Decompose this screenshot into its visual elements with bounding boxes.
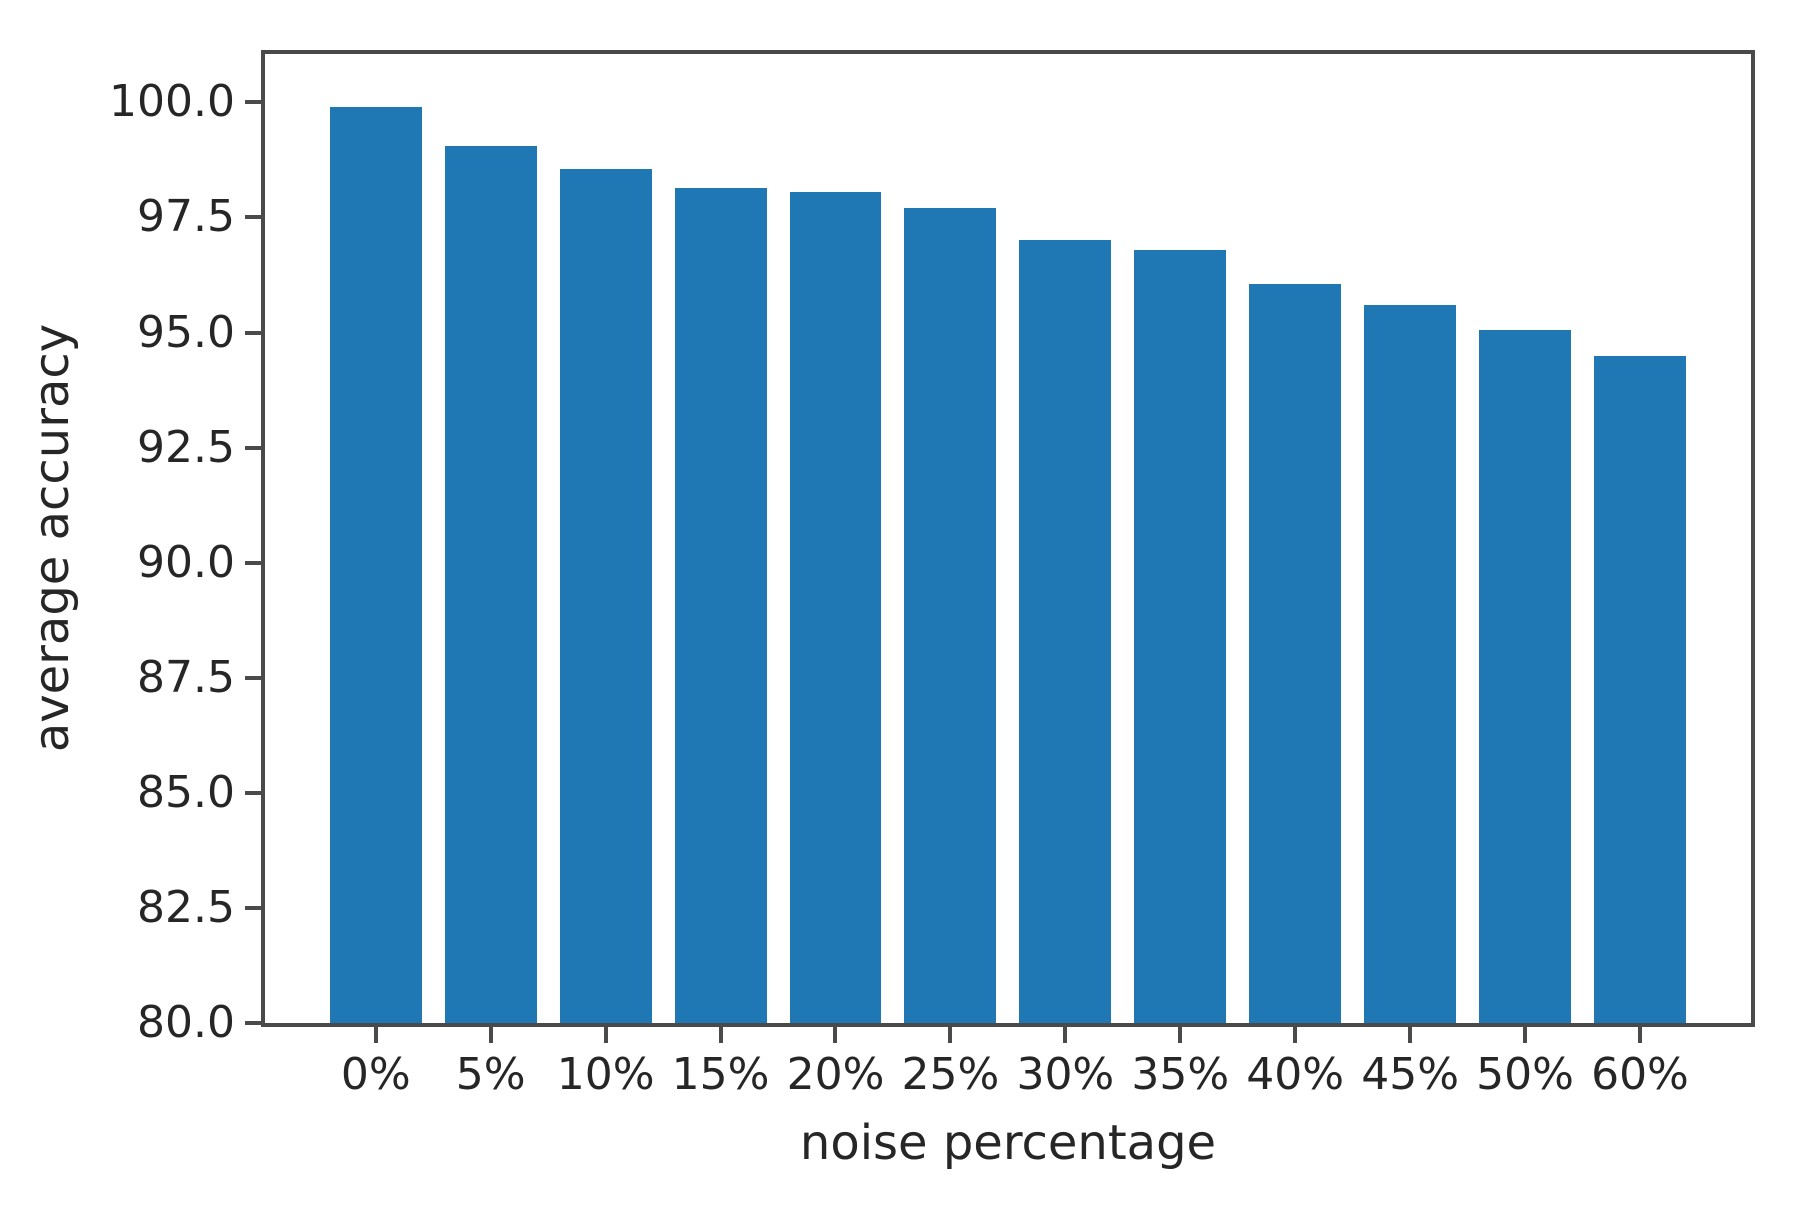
x-tick-label: 20% [786, 1049, 885, 1100]
y-tick-label: 97.5 [137, 191, 235, 243]
y-tick [245, 790, 261, 795]
x-tick [1063, 1027, 1068, 1043]
x-tick-label: 10% [556, 1049, 655, 1100]
y-tick-label: 95.0 [137, 306, 235, 358]
bar-50% [1479, 330, 1572, 1023]
bar-30% [1019, 240, 1112, 1023]
x-tick [1408, 1027, 1413, 1043]
bar-25% [904, 208, 997, 1023]
y-tick-label: 82.5 [137, 881, 235, 933]
x-tick [1637, 1027, 1642, 1043]
x-tick-label: 50% [1476, 1049, 1574, 1100]
x-tick-label: 5% [455, 1049, 526, 1100]
x-tick [603, 1027, 608, 1043]
y-tick [245, 905, 261, 910]
x-tick-label: 25% [901, 1049, 1000, 1100]
x-tick-label: 0% [340, 1049, 411, 1100]
y-tick [245, 445, 261, 450]
y-tick-label: 92.5 [137, 421, 235, 473]
y-tick-label: 100.0 [109, 76, 235, 128]
y-tick [245, 1021, 261, 1025]
y-tick [245, 675, 261, 680]
y-tick [245, 100, 261, 105]
bar-15% [674, 187, 767, 1023]
x-tick [833, 1027, 838, 1043]
x-tick-label: 35% [1131, 1049, 1230, 1100]
x-tick [948, 1027, 953, 1043]
bar-5% [444, 146, 537, 1023]
x-tick [373, 1027, 378, 1043]
y-tick-label: 87.5 [137, 651, 235, 703]
bar-20% [789, 192, 882, 1023]
x-tick [1178, 1027, 1183, 1043]
y-tick-label: 90.0 [137, 536, 235, 588]
bar-40% [1249, 284, 1342, 1023]
bar-60% [1594, 355, 1686, 1023]
bar-35% [1134, 249, 1227, 1023]
y-tick [245, 330, 261, 335]
y-tick [245, 215, 261, 220]
x-tick [1293, 1027, 1298, 1043]
bar-10% [559, 169, 652, 1023]
x-tick [488, 1027, 493, 1043]
plot-area: 100.0 97.5 95.0 92.5 90.0 87.5 85.0 82.5 80.0 0% 5… [109, 50, 1755, 1100]
x-tick-label: 60% [1591, 1049, 1689, 1100]
y-tick-label: 85.0 [137, 766, 235, 818]
x-tick-label: 30% [1016, 1049, 1115, 1100]
x-tick [1523, 1027, 1528, 1043]
x-axis-label: noise percentage [799, 1115, 1217, 1171]
x-tick-label: 40% [1246, 1049, 1345, 1100]
bar-0% [329, 106, 422, 1023]
x-tick-label: 15% [671, 1049, 770, 1100]
y-tick-label: 80.0 [137, 997, 235, 1048]
x-tick-label: 45% [1361, 1049, 1460, 1100]
bar-45% [1364, 304, 1457, 1023]
y-tick [245, 560, 261, 565]
x-tick [718, 1027, 723, 1043]
